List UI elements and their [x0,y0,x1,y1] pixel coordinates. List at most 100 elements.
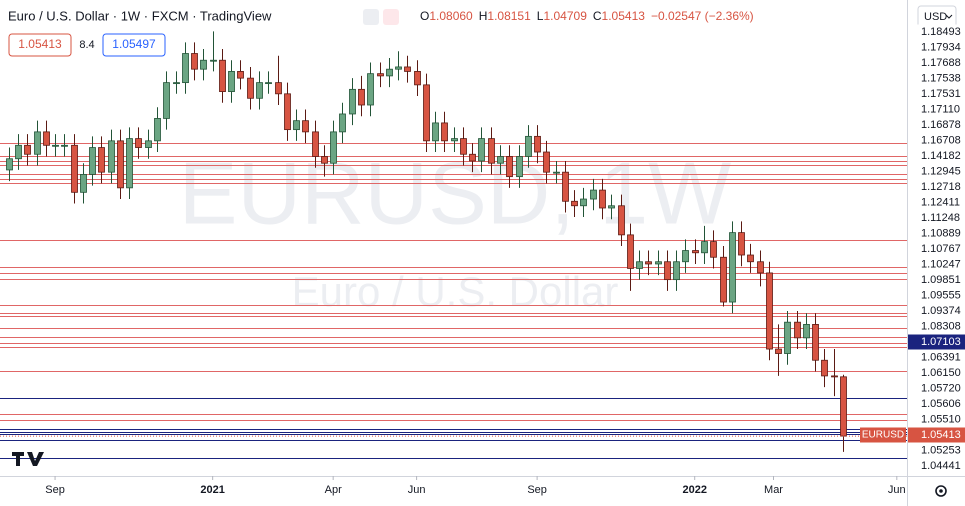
price-label: 1.05253 [921,444,961,456]
ohlc-key: C [593,9,602,23]
candle-body [367,73,374,106]
settings-icon[interactable] [935,485,947,497]
candle-body [228,71,235,92]
candle-body [191,53,198,70]
candle-body [775,348,782,354]
candle-body [377,73,384,77]
sell-box[interactable] [8,33,72,57]
price-label: 1.17531 [921,88,961,100]
ohlc-key: H [479,9,488,23]
price-label-bg [908,443,965,458]
price-label-bg [908,133,965,148]
price-label-bg [908,148,965,164]
ask-price: 1.05497 [112,37,156,51]
ohlc-value: 1.08151 [487,9,531,23]
candle-body [766,272,773,350]
candle-body [664,261,671,281]
watermark-name: Euro / U.S. Dollar [292,268,619,315]
x-tick-label: Jun [408,484,426,496]
candle-body [108,140,115,173]
x-tick-label: Mar [764,484,783,496]
price-label: 1.09374 [921,305,961,317]
candle-body [831,375,838,378]
candle-body [821,359,828,377]
candle-body [349,88,356,115]
candle-body [840,376,847,437]
candle-body [34,131,41,155]
candle-body [210,59,217,62]
candle-body [553,171,560,174]
candle-body [599,189,606,209]
candle-body [71,144,78,193]
price-label: 1.12411 [921,196,960,208]
candle-body [608,205,615,209]
candle-body [534,135,541,153]
change-value: −0.02547 (−2.36%) [651,9,754,23]
price-label-bg [908,319,965,334]
candle-body [636,261,643,269]
ohlc-key: L [537,9,544,23]
candle-body [757,261,764,274]
price-label: 1.17688 [921,57,961,69]
x-tick-label: Sep [527,484,547,496]
x-tick-label: Sep [45,484,65,496]
price-label: 1.06391 [921,351,961,363]
price-label-bg [908,257,965,272]
price-label: 1.08308 [921,320,961,332]
candle-body [506,156,513,178]
x-tick-label: Apr [325,484,342,496]
price-label: 1.12945 [921,165,961,177]
candle-body [784,321,791,354]
ohlc-value: 1.08060 [429,9,473,23]
ohlc-value: 1.05413 [602,9,646,23]
symbol-title: Euro / U.S. Dollar · 1W · FXCM · Trading… [8,8,272,23]
currency-label: USD [924,11,947,23]
candle-body [293,120,300,131]
candle-body [89,147,96,175]
price-label-bg [908,303,965,319]
price-label: 1.04441 [921,460,961,472]
gear-center [939,489,943,493]
price-label-bg [908,350,965,365]
price-label-bg [908,396,965,412]
price-label-bg [908,117,965,133]
legend-button [363,9,379,25]
candle-body [15,144,22,160]
buy-box[interactable] [102,33,166,57]
candle-body [219,59,226,92]
candle-body [682,250,689,263]
price-label: 1.07103 [921,336,961,348]
candle-body [618,205,625,236]
price-label: 1.17934 [921,41,961,53]
candle-body [182,53,189,84]
price-label: 1.12718 [921,181,961,193]
symbol-tag-bg [860,427,906,443]
dropdown-chevron [945,14,953,19]
candle-body [701,241,708,254]
price-label: 1.11248 [921,212,960,224]
price-label-bg [908,179,965,195]
candle-body [451,138,458,142]
symbol-tag: EURUSD [862,430,904,441]
candle-body [135,138,142,148]
tv-logo [12,452,44,466]
candle-body [24,144,31,155]
price-label: 1.17538 [921,72,961,84]
bid-price: 1.05413 [18,37,62,51]
candle-body [163,82,170,119]
candle-body [580,198,587,207]
candle-body [432,122,439,142]
price-label-bg [908,365,965,381]
price-label-bg [908,195,965,210]
price-label: 1.05413 [921,429,961,441]
candle-body [627,234,634,269]
candle-body [126,138,133,189]
candle-body [543,151,550,173]
candle-body [154,118,161,142]
gear[interactable] [935,485,947,497]
price-label-bg [908,71,965,86]
candle-body [488,138,495,164]
candle-body [302,120,309,133]
